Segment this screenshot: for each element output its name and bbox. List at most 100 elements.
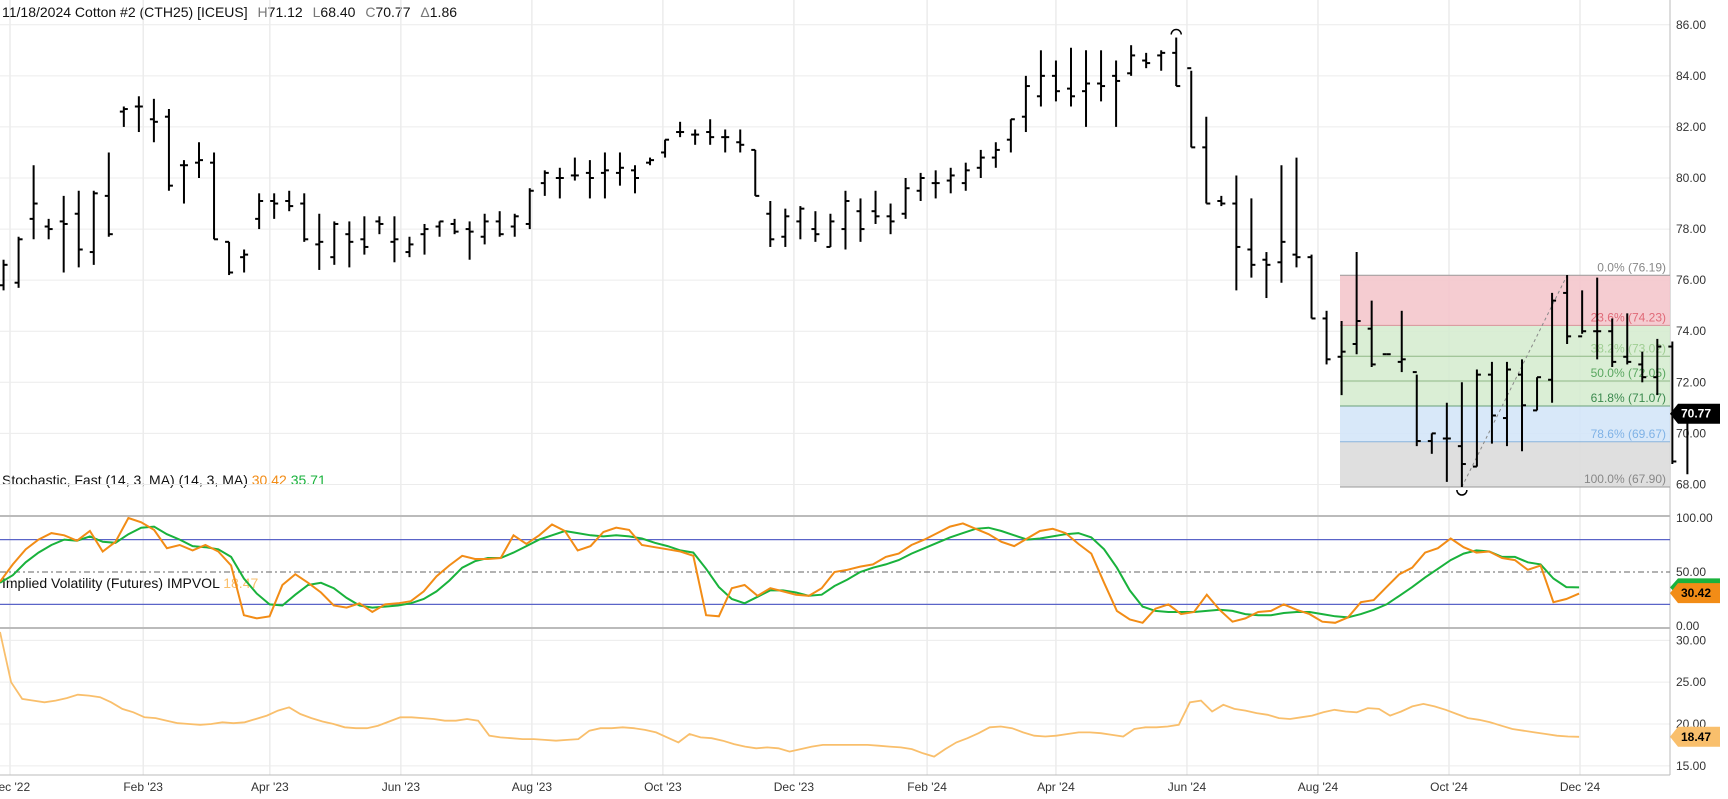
ohlc-bar (1021, 75, 1030, 133)
x-tick-label: Dec '23 (774, 780, 815, 794)
iv-y-tick-label: 30.00 (1676, 633, 1706, 647)
ohlc-bar (390, 216, 399, 263)
ohlc-bar (1487, 361, 1496, 444)
ohlc-bar (1142, 52, 1151, 69)
price-y-tick-label: 70.00 (1676, 426, 1706, 440)
current-price-label: 70.77 (1681, 407, 1711, 421)
ohlc-bar (1502, 361, 1511, 447)
ohlc-bar (1578, 290, 1587, 338)
ohlc-bar (1036, 50, 1045, 107)
ohlc-bar (555, 167, 564, 199)
x-tick-label: Aug '23 (512, 780, 553, 794)
ohlc-bar (706, 119, 715, 145)
ohlc-bar (240, 249, 249, 273)
stochastic-y-tick-label: 100.00 (1676, 511, 1713, 525)
ohlc-bar (1247, 198, 1256, 278)
stochastic-k-line (0, 516, 1580, 624)
ohlc-bar (1292, 157, 1301, 268)
fib-level-label: 23.6% (74.23) (1591, 310, 1666, 324)
fib-level-label: 100.0% (67.90) (1584, 472, 1666, 486)
ohlc-bar (570, 157, 579, 181)
x-tick-label: Dec '24 (1560, 780, 1601, 794)
ohlc-bar (29, 165, 38, 240)
ohlc-bar (585, 160, 594, 199)
ohlc-bar (164, 109, 173, 191)
iv-y-tick-label: 15.00 (1676, 759, 1706, 773)
ohlc-bar (991, 142, 1000, 168)
stochastic-k-tag-label: 30.42 (1681, 586, 1711, 600)
fib-level-label: 38.2% (73.02) (1591, 341, 1666, 355)
ohlc-bar (104, 152, 113, 237)
x-tick-label: Aug '24 (1298, 780, 1339, 794)
ohlc-bar (766, 200, 775, 247)
ohlc-bar (1352, 252, 1361, 355)
swing-high-marker (1170, 28, 1182, 35)
ohlc-bar (300, 193, 309, 242)
ohlc-bar (615, 152, 624, 186)
ohlc-bar (1202, 116, 1211, 205)
header-close-value: 70.77 (375, 4, 411, 20)
ohlc-bar (14, 236, 23, 288)
x-tick-label: Jun '24 (1168, 780, 1207, 794)
ohlc-bar (465, 221, 474, 260)
ohlc-bar (450, 218, 459, 235)
fib-zone (1340, 275, 1670, 326)
ohlc-bar (781, 208, 790, 247)
ohlc-bar (841, 190, 850, 250)
header-change-label: Δ (420, 4, 430, 20)
fib-zone (1340, 406, 1670, 442)
fib-level-label: 78.6% (69.67) (1591, 427, 1666, 441)
ohlc-bar (1427, 432, 1436, 454)
fib-zone (1340, 325, 1670, 357)
ohlc-bar (405, 236, 414, 258)
ohlc-bar (1157, 50, 1166, 71)
x-tick-label: Dec '22 (0, 780, 30, 794)
ohlc-bar (119, 106, 128, 127)
x-tick-label: Apr '23 (251, 780, 289, 794)
iv-value: 18.47 (223, 575, 259, 591)
stochastic-k-tag (1670, 583, 1720, 604)
ohlc-bar (495, 211, 504, 237)
ohlc-bar (901, 178, 910, 219)
ohlc-bar (255, 193, 264, 230)
ohlc-bar (149, 98, 158, 143)
price-y-tick-label: 78.00 (1676, 222, 1706, 236)
iv-y-tick-label: 25.00 (1676, 675, 1706, 689)
ohlc-bar (330, 221, 339, 265)
iv-name: Implied Volatility (Futures) (2, 575, 164, 591)
ohlc-bar (195, 142, 204, 178)
fib-zone (1340, 381, 1670, 407)
ohlc-bar (225, 240, 234, 276)
ohlc-bar (1277, 165, 1286, 283)
ohlc-bar (886, 203, 895, 235)
ohlc-bar (1638, 351, 1647, 383)
ohlc-bar (1623, 313, 1632, 365)
price-y-tick-label: 74.00 (1676, 324, 1706, 338)
price-y-tick-label: 82.00 (1676, 120, 1706, 134)
iv-line (0, 631, 1580, 758)
x-tick-label: Apr '24 (1037, 780, 1075, 794)
ohlc-bar (1397, 310, 1406, 373)
x-tick-label: Oct '24 (1430, 780, 1468, 794)
price-y-tick-label: 72.00 (1676, 375, 1706, 389)
swing-low-marker (1456, 489, 1468, 496)
ohlc-bar (826, 213, 835, 248)
ohlc-bar (435, 220, 444, 237)
ohlc-bar (916, 172, 925, 201)
fib-level-label: 50.0% (72.05) (1591, 366, 1666, 380)
ohlc-bar (345, 221, 354, 268)
header-low-label: L (312, 4, 321, 20)
ohlc-bar (1608, 318, 1617, 367)
ohlc-bar (1367, 300, 1376, 367)
ohlc-bar (1112, 60, 1121, 127)
ohlc-bar (1412, 371, 1421, 447)
ohlc-bar (59, 195, 68, 273)
ohlc-bar (811, 211, 820, 242)
ohlc-bar (691, 129, 700, 145)
ohlc-bar (480, 213, 489, 245)
x-tick-label: Oct '23 (644, 780, 682, 794)
fib-zone (1340, 441, 1670, 488)
ohlc-bar (1172, 37, 1181, 88)
header-low-value: 68.40 (320, 4, 356, 20)
